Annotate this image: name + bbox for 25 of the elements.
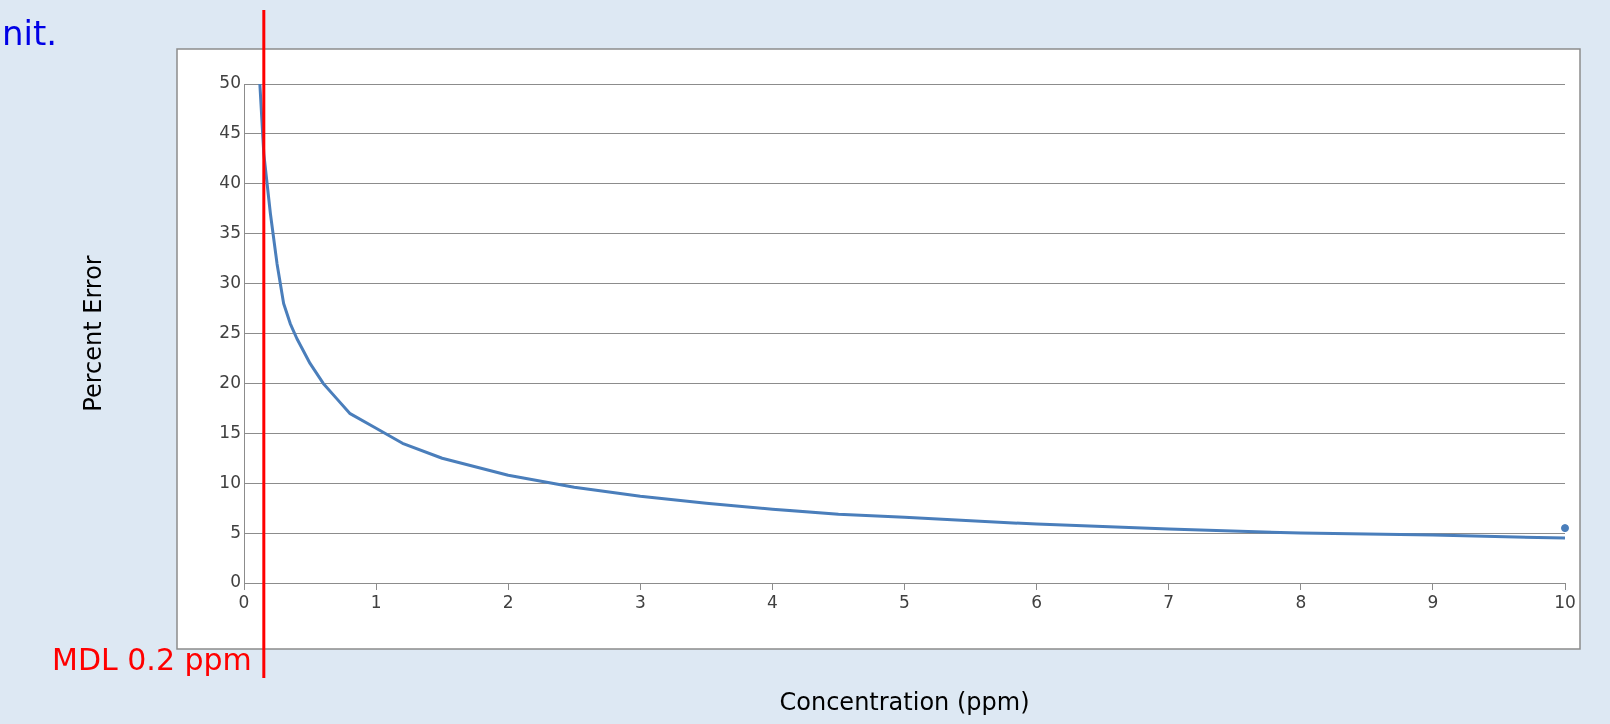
x-tick-label: 6: [1031, 591, 1043, 612]
y-tick-label: 15: [219, 421, 241, 442]
y-tick-label: 20: [219, 371, 241, 392]
y-tick-label: 45: [219, 122, 241, 143]
text: nit.: [2, 12, 58, 53]
x-tick-label: 3: [634, 591, 646, 612]
y-tick-label: 0: [230, 571, 241, 592]
y-tick-label: 10: [219, 471, 241, 492]
x-tick-label: 9: [1427, 591, 1439, 612]
y-axis-title: Percent Error: [79, 255, 108, 412]
x-tick-label: 5: [899, 591, 910, 612]
y-tick-label: 35: [219, 222, 241, 243]
x-tick-label: 7: [1163, 591, 1175, 612]
y-tick-label: 40: [219, 172, 241, 193]
x-tick-label: 10: [1554, 591, 1576, 612]
y-tick-label: 30: [219, 272, 241, 293]
y-tick-label: 25: [219, 321, 241, 342]
y-tick-label: 50: [219, 72, 241, 93]
y-tick-label: 5: [230, 521, 241, 542]
x-tick-label: 8: [1295, 591, 1307, 612]
x-tick-label: 1: [370, 591, 382, 612]
x-tick-label: 4: [766, 591, 778, 612]
x-tick-label: 2: [502, 591, 514, 612]
x-axis-title: Concentration (ppm): [779, 688, 1030, 717]
ref-line-label: MDL 0.2 ppm: [52, 641, 252, 677]
